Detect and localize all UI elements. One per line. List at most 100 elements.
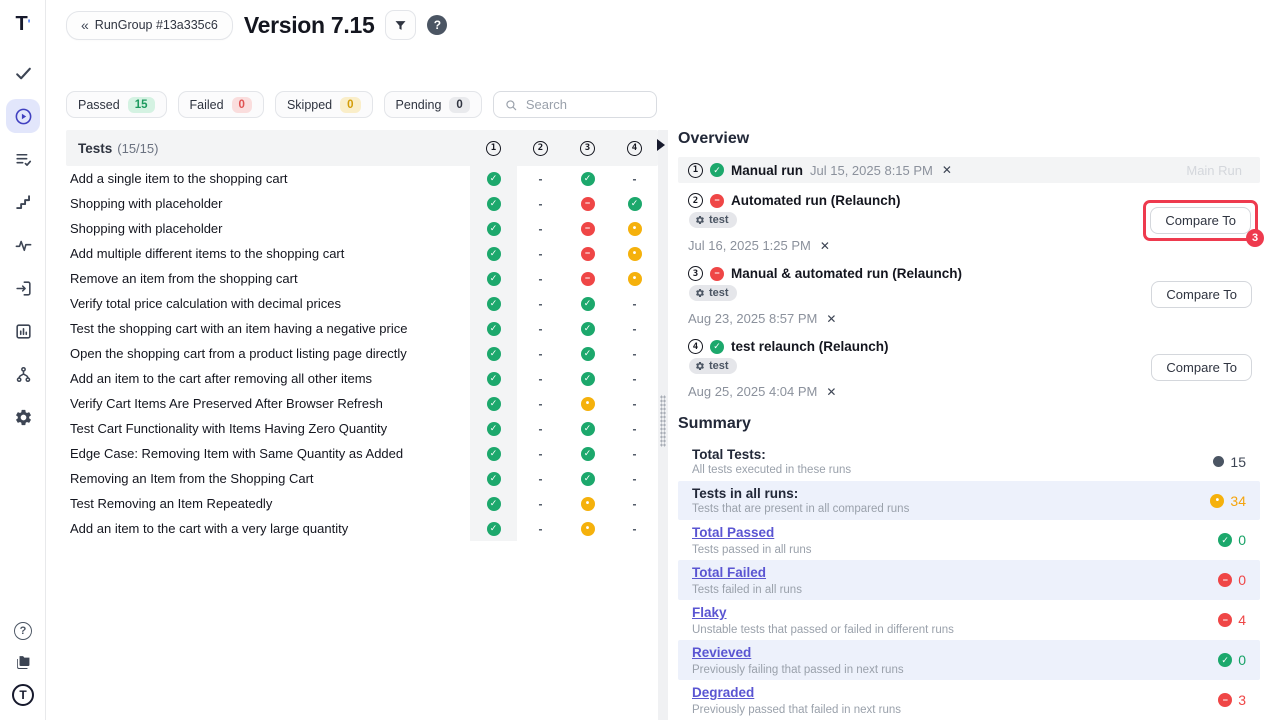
run-date: Aug 23, 2025 8:57 PM	[688, 311, 818, 326]
import-icon[interactable]	[6, 271, 40, 305]
summary-label[interactable]: Revieved	[692, 645, 752, 660]
no-status-dash: -	[538, 196, 543, 211]
test-name[interactable]: Verify Cart Items Are Preserved After Br…	[70, 396, 383, 411]
test-name[interactable]: Test Cart Functionality with Items Havin…	[70, 421, 388, 436]
compare-to-button[interactable]: Compare To	[1151, 354, 1252, 381]
summary-label[interactable]: Total Failed	[692, 565, 767, 580]
status-passed-icon: ✓	[486, 196, 501, 211]
run-item-main[interactable]: 1 ✓ Manual run Jul 15, 2025 8:15 PM ✕ Main Ru…	[678, 157, 1260, 183]
table-row[interactable]: Shopping with placeholder ✓ - − ✓	[66, 191, 658, 216]
tests-table: Tests (15/15) 1 2 3 4 Add a single item to t…	[66, 130, 658, 541]
table-row[interactable]: Remove an item from the shopping cart ✓ - −…	[66, 266, 658, 291]
gear-icon[interactable]	[6, 400, 40, 434]
test-name[interactable]: Remove an item from the shopping cart	[70, 271, 298, 286]
run-tag[interactable]: test	[689, 285, 737, 301]
table-row[interactable]: Verify total price calculation with deci…	[66, 291, 658, 316]
branch-icon[interactable]	[6, 357, 40, 391]
check-icon[interactable]	[6, 56, 40, 90]
run-name[interactable]: test relaunch (Relaunch)	[731, 339, 889, 354]
remove-run-icon[interactable]: ✕	[826, 384, 837, 399]
summary-label[interactable]: Total Passed	[692, 525, 775, 540]
search-box[interactable]	[492, 91, 657, 118]
main-run-badge: Main Run	[1186, 162, 1242, 178]
remove-run-icon[interactable]: ✕	[941, 163, 952, 177]
test-name[interactable]: Test the shopping cart with an item havi…	[70, 321, 408, 336]
steps-icon[interactable]	[6, 185, 40, 219]
filter-tab-passed[interactable]: Passed 15	[66, 91, 167, 118]
summary-description: Tests that are present in all compared r…	[692, 503, 910, 515]
summary-description: Tests passed in all runs	[692, 544, 812, 556]
test-name[interactable]: Test Removing an Item Repeatedly	[70, 496, 273, 511]
annotation-highlight: Compare To 3	[1143, 200, 1264, 247]
collapse-arrow-icon[interactable]	[657, 139, 665, 151]
status-passed-icon: ✓	[580, 321, 595, 336]
run-column-3[interactable]: 3	[580, 140, 595, 156]
filter-button[interactable]	[385, 10, 417, 40]
summary-label[interactable]: Degraded	[692, 685, 755, 700]
summary-value: −0	[1218, 572, 1246, 588]
run-name[interactable]: Automated run (Relaunch)	[731, 193, 901, 208]
test-name[interactable]: Edge Case: Removing Item with Same Quant…	[70, 446, 404, 461]
table-row[interactable]: Add an item to the cart after removing a…	[66, 366, 658, 391]
table-row[interactable]: Add an item to the cart with a very larg…	[66, 516, 658, 541]
table-row[interactable]: Removing an Item from the Shopping Cart ✓…	[66, 466, 658, 491]
status-passed-icon: ✓	[486, 446, 501, 461]
test-name[interactable]: Open the shopping cart from a product li…	[70, 346, 407, 361]
remove-run-icon[interactable]: ✕	[826, 311, 837, 326]
sidebar-bottom: ? T	[0, 622, 46, 706]
run-name[interactable]: Manual & automated run (Relaunch)	[731, 266, 963, 281]
table-row[interactable]: Verify Cart Items Are Preserved After Br…	[66, 391, 658, 416]
back-to-rungroup-button[interactable]: « RunGroup #13a335c6	[66, 10, 233, 40]
table-row[interactable]: Test the shopping cart with an item havi…	[66, 316, 658, 341]
table-row[interactable]: Test Cart Functionality with Items Havin…	[66, 416, 658, 441]
test-name[interactable]: Add a single item to the shopping cart	[70, 171, 288, 186]
remove-run-icon[interactable]: ✕	[819, 238, 830, 253]
test-name[interactable]: Shopping with placeholder	[70, 221, 223, 236]
app-logo[interactable]: T '	[15, 12, 31, 35]
status-passed-icon: ✓	[486, 396, 501, 411]
no-status-dash: -	[538, 446, 543, 461]
table-row[interactable]: Open the shopping cart from a product li…	[66, 341, 658, 366]
filter-tab-skipped[interactable]: Skipped 0	[274, 91, 373, 118]
help-icon[interactable]: ?	[14, 622, 32, 640]
compare-to-button[interactable]: Compare To	[1150, 207, 1251, 234]
chart-icon[interactable]	[6, 314, 40, 348]
test-name[interactable]: Add an item to the cart after removing a…	[70, 371, 373, 386]
drag-grip[interactable]	[660, 395, 666, 447]
docs-icon[interactable]	[12, 651, 34, 673]
test-status-cell: -	[517, 372, 564, 386]
list-check-icon[interactable]	[6, 142, 40, 176]
test-name[interactable]: Add an item to the cart with a very larg…	[70, 521, 349, 536]
filter-tab-pending[interactable]: Pending 0	[383, 91, 482, 118]
status-passed-icon: ✓	[486, 271, 501, 286]
test-name[interactable]: Shopping with placeholder	[70, 196, 223, 211]
run-tag[interactable]: test	[689, 358, 737, 374]
table-row[interactable]: Test Removing an Item Repeatedly ✓ - • -	[66, 491, 658, 516]
table-row[interactable]: Shopping with placeholder ✓ - − •	[66, 216, 658, 241]
gear-icon	[696, 289, 704, 297]
summary-label[interactable]: Flaky	[692, 605, 727, 620]
status-passed-icon: ✓	[1218, 653, 1233, 667]
pulse-icon[interactable]	[6, 228, 40, 262]
status-failed-icon: −	[710, 266, 724, 281]
profile-logo[interactable]: T	[12, 684, 34, 706]
run-column-1[interactable]: 1	[486, 140, 501, 156]
play-circle-icon[interactable]	[6, 99, 40, 133]
help-button[interactable]: ?	[427, 15, 448, 35]
compare-to-button[interactable]: Compare To	[1151, 281, 1252, 308]
filter-tab-failed[interactable]: Failed 0	[177, 91, 264, 118]
run-column-2[interactable]: 2	[533, 140, 548, 156]
no-status-dash: -	[538, 321, 543, 336]
search-input[interactable]	[525, 97, 646, 112]
table-row[interactable]: Add a single item to the shopping cart ✓ -…	[66, 166, 658, 191]
test-name[interactable]: Verify total price calculation with deci…	[70, 296, 341, 311]
no-status-dash: -	[538, 396, 543, 411]
summary-count: 15	[1230, 453, 1246, 470]
table-row[interactable]: Edge Case: Removing Item with Same Quant…	[66, 441, 658, 466]
panel-divider[interactable]	[657, 130, 668, 720]
test-name[interactable]: Removing an Item from the Shopping Cart	[70, 471, 314, 486]
test-name[interactable]: Add multiple different items to the shop…	[70, 246, 345, 261]
table-row[interactable]: Add multiple different items to the shop…	[66, 241, 658, 266]
run-tag[interactable]: test	[689, 212, 737, 228]
run-column-4[interactable]: 4	[627, 140, 642, 156]
